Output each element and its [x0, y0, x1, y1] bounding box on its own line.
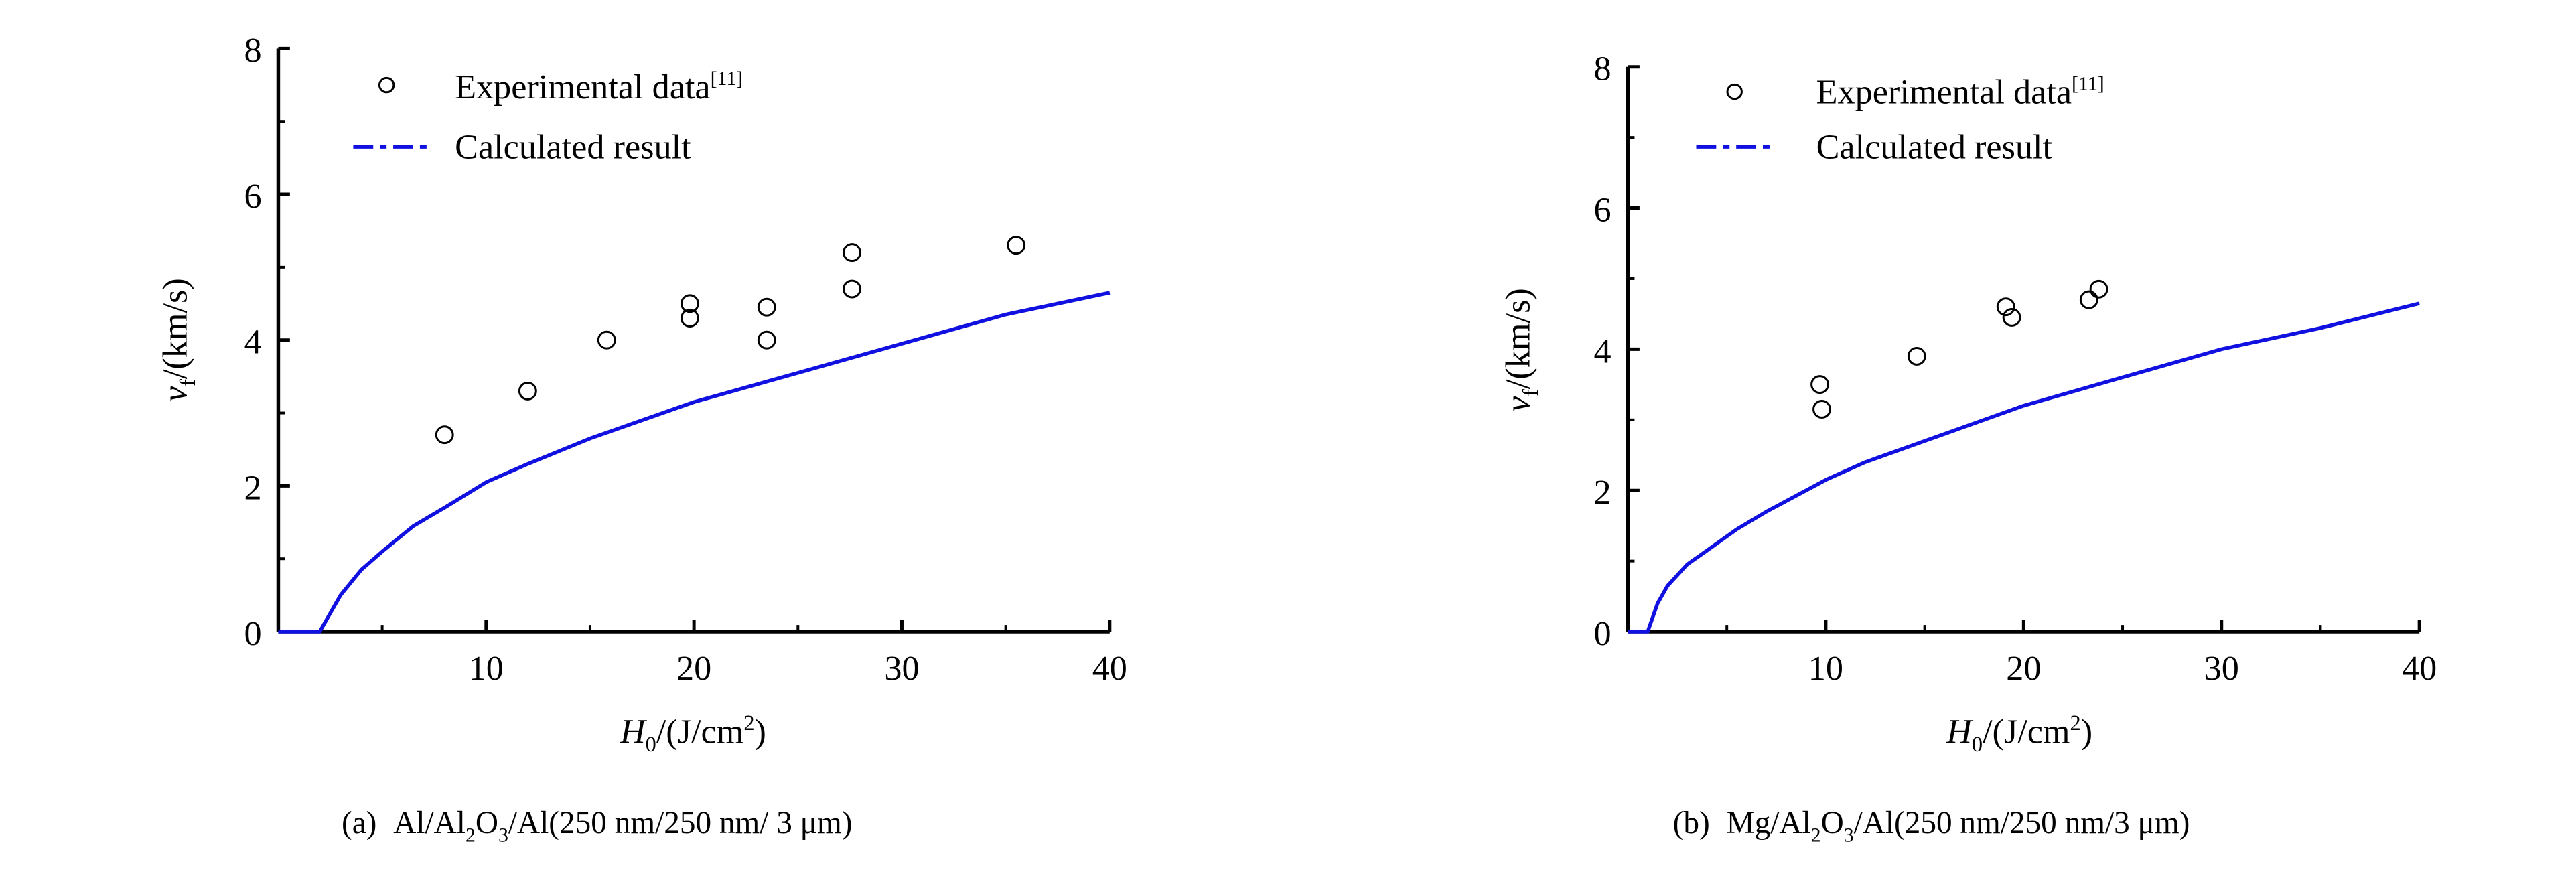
y-axis-title: vf/(km/s): [156, 278, 200, 402]
x-axis-title: H0/(J/cm2): [1946, 711, 2092, 756]
x-tick-label: 20: [676, 649, 711, 688]
legend: Experimental data[11] Calculated result: [353, 68, 743, 167]
experimental-data-point: [757, 330, 776, 350]
experimental-data-point: [680, 309, 699, 328]
plot-marks: 10 20 30 40 0 2 4 6 8: [244, 31, 1127, 688]
y-tick-label: 0: [1593, 614, 1611, 653]
y-tick-label: 8: [244, 31, 261, 70]
legend: Experimental data[11] Calculated result: [1696, 72, 2104, 167]
x-tick-label: 10: [1808, 649, 1843, 688]
caption-b: (b) Mg/Al2O3/Al(250 nm/250 nm/3 μm): [1673, 806, 2190, 846]
y-tick-label: 2: [1593, 473, 1611, 512]
legend-marker-experimental: [378, 76, 395, 94]
experimental-data-point: [435, 425, 454, 445]
legend-label-calculated: Calculated result: [1816, 128, 2053, 167]
legend-label-experimental: Experimental data[11]: [455, 68, 743, 106]
x-tick-label: 30: [884, 649, 919, 688]
experimental-data-point: [680, 294, 699, 313]
y-tick-label: 4: [1593, 332, 1611, 370]
legend-marker-experimental: [1726, 83, 1743, 100]
experimental-data-point: [757, 297, 776, 317]
y-tick-label: 2: [244, 468, 261, 507]
y-tick-label: 6: [244, 177, 261, 216]
experimental-data-point: [2002, 308, 2021, 327]
experimental-data-point: [597, 330, 616, 350]
x-tick-label: 40: [1092, 649, 1127, 688]
legend-label-experimental: Experimental data[11]: [1816, 72, 2104, 111]
experimental-data-point: [843, 243, 861, 263]
y-axis-title: vf/(km/s): [1499, 288, 1543, 412]
calculated-result-line: [1628, 301, 2420, 634]
chart-panel-a: 10 20 30 40 0 2 4 6 8 Experimental data[11] Calc…: [156, 31, 1127, 846]
plot-marks: 10 20 30 40 0 2 4 6 8: [1593, 50, 2437, 688]
calculated-result-line: [278, 291, 1111, 634]
chart-panel-b: 10 20 30 40 0 2 4 6 8 Experimental data[11] Calc…: [1499, 50, 2437, 847]
experimental-data-point: [518, 381, 537, 401]
experimental-data-point: [843, 279, 861, 299]
x-tick-label: 30: [2204, 649, 2239, 688]
experimental-data-point: [2089, 279, 2108, 299]
experimental-data-point: [1907, 346, 1926, 366]
x-axis-title: H0/(J/cm2): [620, 711, 766, 756]
y-tick-label: 0: [244, 614, 261, 653]
x-tick-label: 20: [2006, 649, 2041, 688]
experimental-data-point: [1812, 400, 1831, 419]
caption-a: (a) Al/Al2O3/Al(250 nm/250 nm/ 3 μm): [342, 806, 853, 846]
y-tick-label: 6: [1593, 190, 1611, 229]
y-tick-label: 4: [244, 323, 261, 362]
experimental-data-point: [1810, 375, 1829, 394]
legend-label-calculated: Calculated result: [455, 128, 691, 167]
x-tick-label: 40: [2402, 649, 2437, 688]
experimental-data-point: [2079, 290, 2098, 309]
x-tick-label: 10: [469, 649, 504, 688]
experimental-data-point: [1007, 236, 1026, 255]
experimental-data-point: [1996, 297, 2015, 317]
y-tick-label: 8: [1593, 50, 1611, 88]
